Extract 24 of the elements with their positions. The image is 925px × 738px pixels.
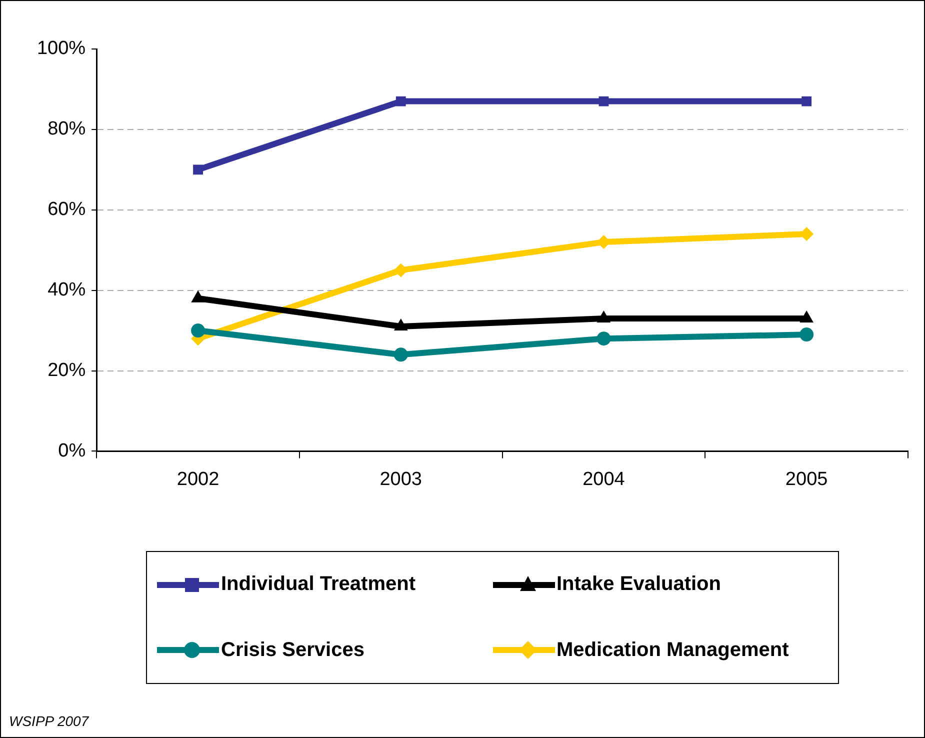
point <box>596 332 611 346</box>
x-tick-label: 2002 <box>176 468 220 490</box>
y-tick-label: 0% <box>58 440 86 462</box>
point <box>396 96 406 106</box>
point <box>800 328 814 342</box>
point <box>193 164 203 175</box>
legend-label: Intake Evaluation <box>556 573 721 596</box>
legend-label: Medication Management <box>556 638 789 662</box>
x-tick-label: 2004 <box>582 468 626 490</box>
x-tick-label: 2005 <box>785 468 828 490</box>
legend-label: Crisis Services <box>221 638 364 662</box>
x-tick-label: 2003 <box>380 468 422 490</box>
y-tick-label: 100% <box>36 38 86 60</box>
point <box>394 263 408 278</box>
y-tick-label: 20% <box>48 360 86 381</box>
point <box>802 96 812 106</box>
text: WSIPP 2007 <box>9 713 89 729</box>
y-tick-label: 40% <box>48 280 86 301</box>
point <box>394 348 408 362</box>
y-tick-label: 80% <box>48 118 86 140</box>
y-tick-label: 60% <box>48 199 86 220</box>
point <box>191 324 206 338</box>
legend-label: Individual Treatment <box>221 573 416 596</box>
point <box>598 96 609 106</box>
